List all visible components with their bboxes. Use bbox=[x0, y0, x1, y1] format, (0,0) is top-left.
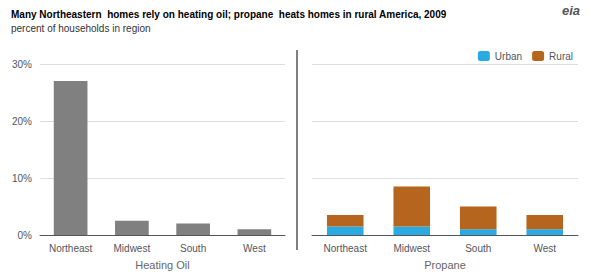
svg-text:West: West bbox=[243, 243, 266, 254]
svg-text:West: West bbox=[533, 243, 556, 254]
svg-text:Many Northeastern homes rely: Many Northeastern homes rely on heating … bbox=[11, 9, 447, 20]
svg-text:South: South bbox=[180, 243, 206, 254]
svg-text:Urban: Urban bbox=[495, 51, 522, 62]
svg-text:eia: eia bbox=[562, 3, 580, 18]
svg-text:20%: 20% bbox=[12, 116, 32, 127]
svg-text:South: South bbox=[465, 243, 491, 254]
svg-text:30%: 30% bbox=[12, 59, 32, 70]
svg-text:Midwest: Midwest bbox=[393, 243, 430, 254]
svg-text:Midwest: Midwest bbox=[114, 243, 151, 254]
svg-text:0%: 0% bbox=[18, 230, 33, 241]
svg-text:Rural: Rural bbox=[549, 51, 573, 62]
svg-text:Propane: Propane bbox=[424, 259, 466, 271]
svg-text:Northeast: Northeast bbox=[49, 243, 93, 254]
svg-text:percent of households in regio: percent of households in region bbox=[11, 23, 151, 34]
svg-text:10%: 10% bbox=[12, 173, 32, 184]
svg-text:Heating Oil: Heating Oil bbox=[135, 259, 189, 271]
svg-text:Northeast: Northeast bbox=[324, 243, 368, 254]
